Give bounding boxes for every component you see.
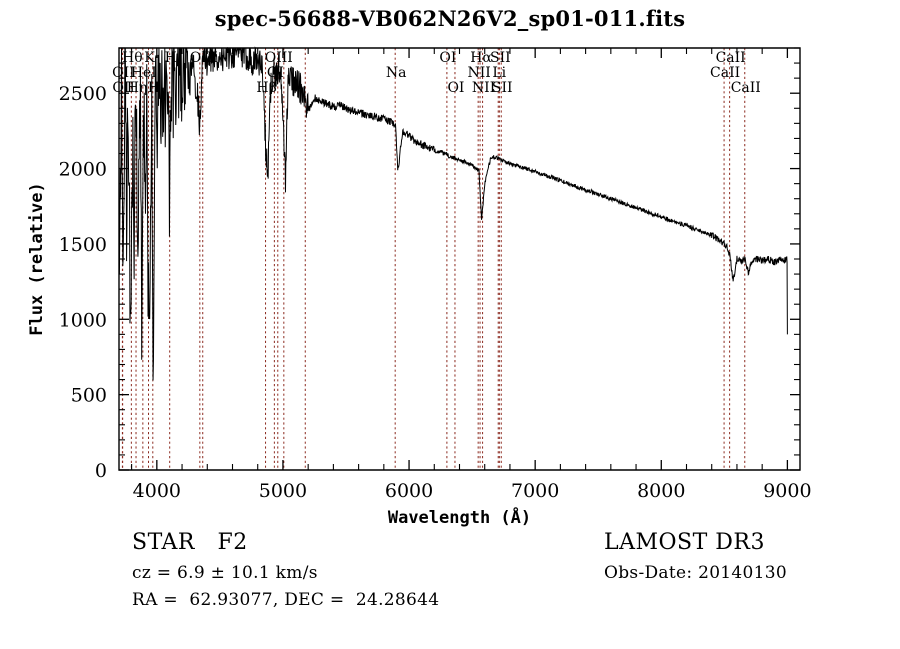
obs-date-label: Obs-Date: 20140130 bbox=[604, 563, 788, 583]
y-axis-tick-label: 2500 bbox=[59, 83, 107, 105]
spectral-line-label: OII bbox=[112, 65, 135, 81]
x-axis-tick-label: 5000 bbox=[259, 480, 307, 502]
axis-frame bbox=[118, 47, 801, 471]
x-axis-tick-label: 4000 bbox=[133, 480, 181, 502]
x-axis-title: Wavelength (Å) bbox=[388, 505, 531, 528]
x-axis-tick-label: 7000 bbox=[511, 480, 559, 502]
footer-right-block: LAMOST DR3 Obs-Date: 20140130 bbox=[604, 530, 894, 590]
y-axis-tick-label: 2000 bbox=[59, 159, 107, 181]
spectral-line-label: SII bbox=[490, 50, 511, 66]
spectral-line-label: Li bbox=[492, 65, 506, 81]
spectral-line-label: H bbox=[165, 50, 177, 66]
spectral-line-label: NII bbox=[472, 80, 495, 96]
x-axis-tick-label: 6000 bbox=[385, 480, 433, 502]
spectrum-chart: 4000 5000 6000 7000 8000 9000 0 500 1000 1500 2000… bbox=[27, 46, 812, 528]
spectral-line-label: HeI bbox=[131, 65, 157, 81]
spectrum-trace bbox=[118, 46, 788, 381]
spectral-line-label: Hβ bbox=[256, 80, 276, 96]
redshift-velocity-label: cz = 6.9 ± 10.1 km/s bbox=[132, 563, 318, 583]
spectral-line-label: NII bbox=[468, 65, 491, 81]
spectral-line-label: CaII bbox=[716, 50, 746, 66]
spectral-line-label: OI bbox=[267, 65, 284, 81]
coordinates-label: RA = 62.93077, DEC = 24.28644 bbox=[132, 590, 440, 610]
spectral-line-label: Na bbox=[386, 65, 407, 81]
survey-label: LAMOST DR3 bbox=[604, 530, 765, 555]
spectral-line-label: CaII bbox=[731, 80, 761, 96]
spectral-line-label: OI bbox=[447, 80, 464, 96]
x-axis-tick-label: 9000 bbox=[763, 480, 811, 502]
spectral-line-label: Hα bbox=[470, 50, 492, 66]
spectral-line-label: CaII bbox=[710, 65, 740, 81]
spectral-line-label: K bbox=[144, 50, 155, 66]
x-axis-tick-label: 8000 bbox=[637, 480, 685, 502]
spectral-line-label: OIII bbox=[265, 50, 293, 66]
y-axis-tick-label: 500 bbox=[71, 385, 107, 407]
y-axis-tick-label: 0 bbox=[95, 460, 107, 482]
page-title: spec-56688-VB062N26V2_sp01-011.fits bbox=[214, 6, 686, 31]
y-axis-tick-label: 1500 bbox=[59, 234, 107, 256]
spectral-line-label: Hη bbox=[127, 80, 148, 96]
spectral-line-label: OIII bbox=[190, 50, 218, 66]
y-axis-tick-label: 1000 bbox=[59, 309, 107, 331]
spectral-line-label: Hθ bbox=[122, 50, 143, 66]
object-class-label: STAR F2 bbox=[132, 530, 248, 555]
spectral-line-label: SII bbox=[492, 80, 513, 96]
spectral-line-label: OI bbox=[439, 50, 456, 66]
footer-left-block: STAR F2 cz = 6.9 ± 10.1 km/s RA = 62.930… bbox=[132, 530, 552, 617]
spectral-line-label: H bbox=[148, 80, 160, 96]
y-axis-title: Flux (relative) bbox=[27, 182, 47, 336]
spectral-line-label: OII bbox=[112, 80, 135, 96]
